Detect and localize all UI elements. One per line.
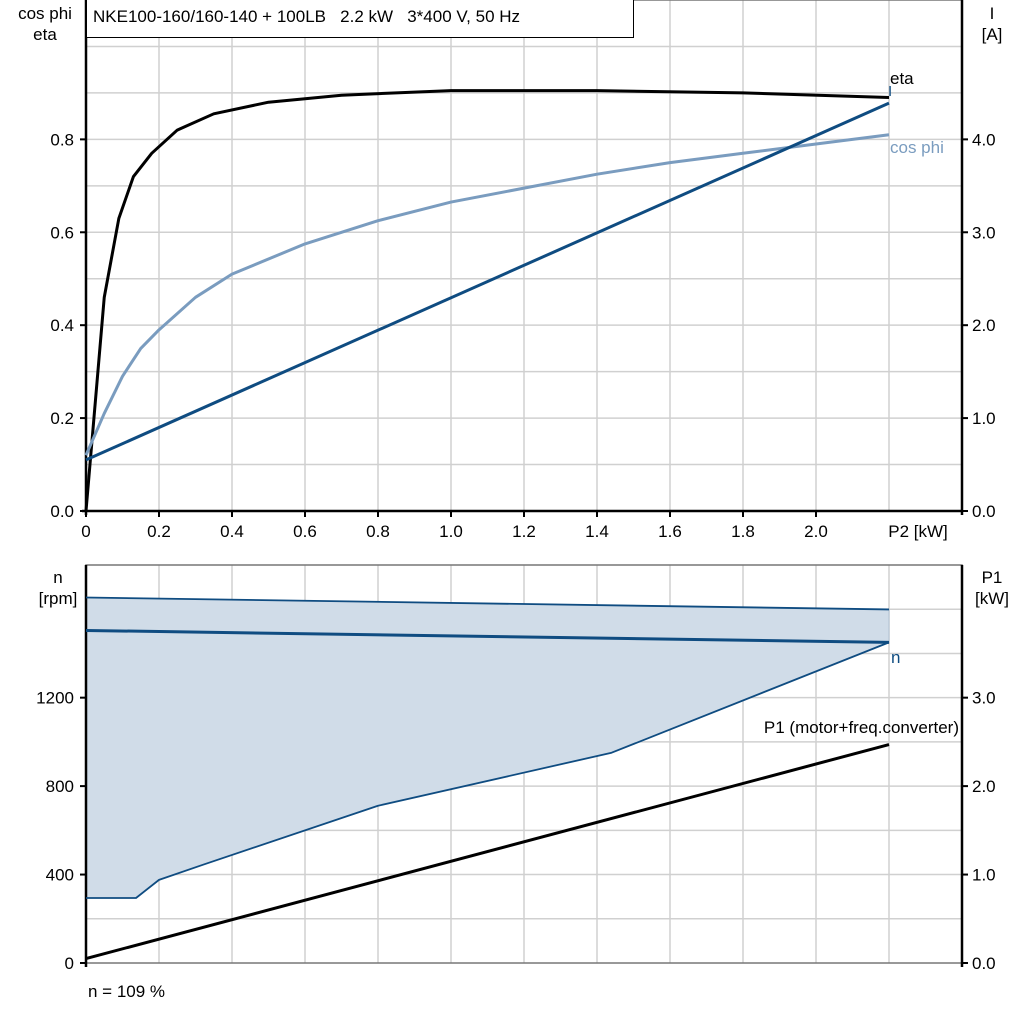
y-tick-label: 0.4 <box>50 316 74 335</box>
y2-tick-label: 2.0 <box>972 777 996 796</box>
y-tick-label: 0.0 <box>50 502 74 521</box>
left-axis-label: cos phi <box>18 4 72 23</box>
right-axis-label: [A] <box>982 25 1003 44</box>
x-tick-label: 0.2 <box>147 522 171 541</box>
series-line-n-min <box>86 641 890 899</box>
series-line-cos-phi <box>84 133 890 456</box>
right-axis-label: I <box>990 4 995 23</box>
series-line-n-max <box>85 596 890 611</box>
series-line-i <box>85 101 890 462</box>
footer-speed: n = 109 % <box>88 982 166 1001</box>
y-tick-label: 0.6 <box>50 223 74 242</box>
y-tick-label: 800 <box>46 777 74 796</box>
y2-tick-label: 0.0 <box>972 502 996 521</box>
left-axis-label: eta <box>33 25 57 44</box>
x-tick-label: 1.8 <box>731 522 755 541</box>
y-tick-label: 0.2 <box>50 409 74 428</box>
x-tick-label: 2.0 <box>804 522 828 541</box>
series-label-i: I <box>888 83 892 100</box>
x-tick-label: 1.2 <box>512 522 536 541</box>
series-line-p1-motor-freq-converter- <box>85 743 890 961</box>
y-tick-label: 0 <box>65 954 74 973</box>
x-tick-label: 0.4 <box>220 522 244 541</box>
right-axis-label: P1 <box>982 568 1003 587</box>
y-tick-label: 1200 <box>36 689 74 708</box>
left-axis-label: [rpm] <box>39 589 78 608</box>
x-axis-label: P2 [kW] <box>888 522 948 541</box>
y-tick-label: 0.8 <box>50 130 74 149</box>
y2-tick-label: 1.0 <box>972 409 996 428</box>
chart-title: NKE100-160/160-140 + 100LB 2.2 kW 3*400 … <box>86 0 634 38</box>
series-label-n: n <box>891 648 900 667</box>
x-tick-label: 1.0 <box>439 522 463 541</box>
x-tick-label: 0.8 <box>366 522 390 541</box>
right-axis-label: [kW] <box>975 589 1009 608</box>
series-line-eta <box>84 89 890 512</box>
y-tick-label: 400 <box>46 866 74 885</box>
x-tick-label: 1.6 <box>658 522 682 541</box>
y2-tick-label: 4.0 <box>972 130 996 149</box>
series-line-n <box>85 628 890 644</box>
left-axis-label: n <box>53 568 62 587</box>
x-tick-label: 0 <box>81 522 90 541</box>
y2-tick-label: 2.0 <box>972 316 996 335</box>
y2-tick-label: 3.0 <box>972 223 996 242</box>
series-label-eta: eta <box>890 69 914 88</box>
y2-tick-label: 0.0 <box>972 954 996 973</box>
x-tick-label: 0.6 <box>293 522 317 541</box>
series-label-p1: P1 (motor+freq.converter) <box>764 718 959 737</box>
x-tick-label: 1.4 <box>585 522 609 541</box>
series-label-cos-phi: cos phi <box>890 138 944 157</box>
y2-tick-label: 1.0 <box>972 866 996 885</box>
y2-tick-label: 3.0 <box>972 689 996 708</box>
